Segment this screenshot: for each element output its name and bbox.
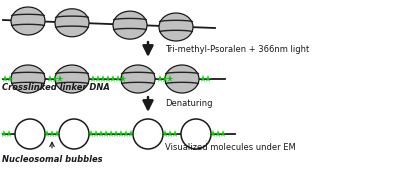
Circle shape (181, 119, 211, 149)
Ellipse shape (11, 7, 45, 35)
Text: Crosslinked linker DNA: Crosslinked linker DNA (2, 83, 110, 91)
Ellipse shape (11, 65, 45, 93)
Ellipse shape (55, 9, 89, 37)
Text: Nucleosomal bubbles: Nucleosomal bubbles (2, 154, 102, 163)
Text: Tri-methyl-Psoralen + 366nm light: Tri-methyl-Psoralen + 366nm light (165, 45, 309, 54)
Circle shape (15, 119, 45, 149)
Text: Visualized molecules under EM: Visualized molecules under EM (165, 142, 296, 151)
Ellipse shape (55, 65, 89, 93)
Text: Denaturing: Denaturing (165, 100, 212, 108)
Ellipse shape (165, 65, 199, 93)
Ellipse shape (121, 65, 155, 93)
Ellipse shape (113, 11, 147, 39)
Ellipse shape (159, 13, 193, 41)
Circle shape (133, 119, 163, 149)
Circle shape (59, 119, 89, 149)
